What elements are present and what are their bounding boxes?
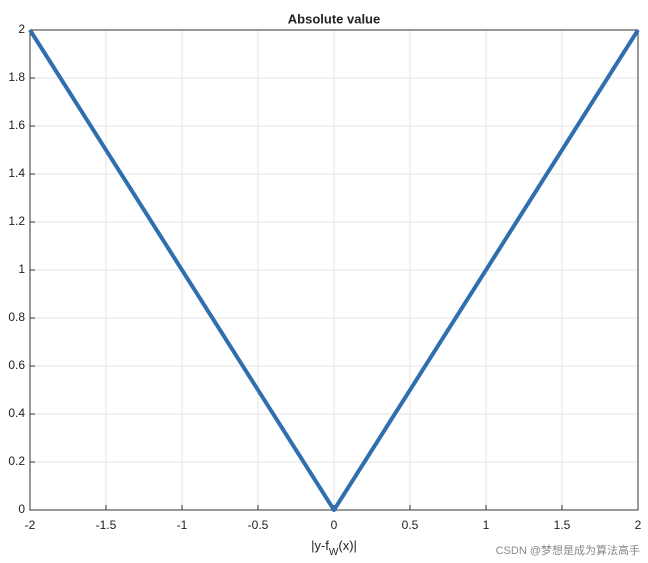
y-tick-label: 1.4 [8, 166, 25, 180]
x-tick-label: 0.5 [402, 518, 419, 532]
y-tick-label: 0 [18, 502, 25, 516]
x-tick-label: 0 [331, 518, 338, 532]
y-tick-label: 0.8 [8, 310, 25, 324]
x-label-part: (x)| [338, 538, 357, 553]
x-label-part: |y-f [311, 538, 329, 553]
x-tick-label: -0.5 [248, 518, 269, 532]
x-tick-label: 2 [635, 518, 642, 532]
data-line [28, 28, 640, 512]
x-tick-label: -1 [177, 518, 188, 532]
x-tick-label: -2 [25, 518, 36, 532]
y-tick-label: 0.4 [8, 406, 25, 420]
x-tick-label: 1.5 [554, 518, 571, 532]
watermark: CSDN @梦想是成为算法高手 [496, 543, 640, 557]
y-tick-label: 1 [18, 262, 25, 276]
y-tick-label: 2 [18, 22, 25, 36]
y-tick-label: 1.8 [8, 70, 25, 84]
x-label-sub: W [329, 547, 339, 558]
x-tick-label: 1 [483, 518, 490, 532]
y-tick-label: 0.6 [8, 358, 25, 372]
y-tick-label: 1.2 [8, 214, 25, 228]
x-axis-label: |y-fW(x)| [311, 538, 357, 557]
y-tick-label: 1.6 [8, 118, 25, 132]
y-tick-label: 0.2 [8, 454, 25, 468]
x-tick-label: -1.5 [96, 518, 117, 532]
chart-title: Absolute value [288, 11, 380, 26]
